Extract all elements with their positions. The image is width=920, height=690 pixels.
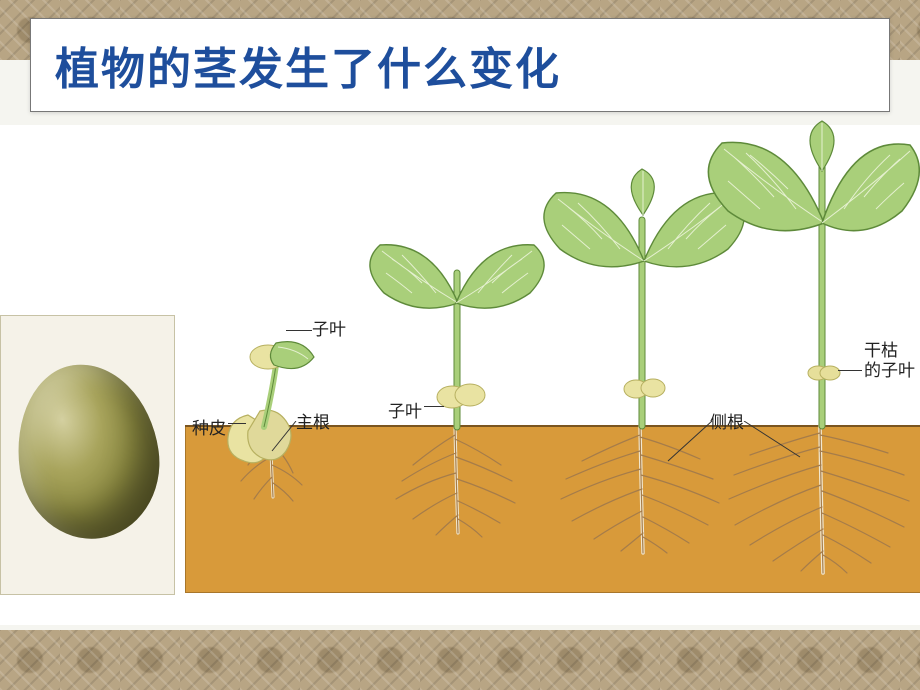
- line-cotyledon-1: [286, 330, 312, 331]
- stage3-cotyledon: [622, 373, 668, 403]
- label-cotyledon-1: 子叶: [312, 315, 346, 340]
- stage4-leaf-top: [792, 117, 852, 173]
- decorative-bottom-band: [0, 630, 920, 690]
- label-cotyledon-2: 子叶: [388, 397, 422, 422]
- line-main-root: [270, 421, 310, 461]
- line-lateral-root: [660, 421, 820, 481]
- seed-image: [6, 355, 169, 548]
- title-box: 植物的茎发生了什么变化: [30, 18, 890, 112]
- seed-panel: [0, 315, 175, 595]
- label-dried-cotyledon-text: 干枯 的子叶: [864, 341, 915, 380]
- stage2-cotyledon: [436, 377, 486, 413]
- stage4-dried-cotyledon: [806, 361, 842, 385]
- label-seed-coat: 种皮: [192, 414, 226, 439]
- line-dried-cotyledon: [838, 370, 862, 371]
- line-cotyledon-2: [424, 406, 444, 407]
- label-dried-cotyledon: 干枯 的子叶: [864, 341, 915, 382]
- stage2-leaf-left: [362, 233, 462, 315]
- diagram-stage: 子叶 种皮 主根 子叶 侧根 干枯 的子叶: [0, 125, 920, 625]
- line-seed-coat: [228, 423, 246, 424]
- page-title: 植物的茎发生了什么变化: [55, 33, 865, 97]
- stage3-leaf-top: [614, 165, 672, 217]
